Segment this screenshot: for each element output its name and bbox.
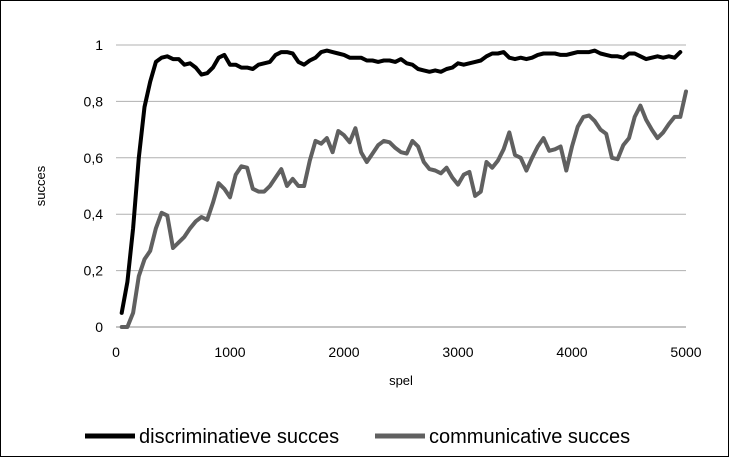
y-tick-label: 0,2 — [84, 263, 104, 279]
legend-label: discriminatieve succes — [139, 426, 339, 448]
legend-label: communicative succes — [429, 426, 630, 448]
y-tick-label: 0,8 — [84, 93, 104, 109]
y-tick-label: 1 — [95, 37, 103, 53]
series-line — [119, 89, 688, 329]
series-line — [119, 48, 683, 315]
x-axis-title: spel — [389, 373, 413, 388]
y-tick-label: 0,6 — [84, 150, 104, 166]
y-tick-label: 0 — [95, 319, 103, 335]
x-tick-label: 4000 — [556, 344, 587, 360]
series-lines — [119, 48, 688, 329]
y-axis-title: succes — [33, 165, 48, 206]
gridlines — [116, 44, 686, 272]
x-tick-labels: 0 1000 2000 3000 4000 5000 — [112, 344, 702, 360]
x-tick-label: 2000 — [328, 344, 359, 360]
x-tick-label: 5000 — [670, 344, 701, 360]
x-tick-label: 0 — [112, 344, 120, 360]
y-tick-labels: 0 0,2 0,4 0,6 0,8 1 — [84, 37, 104, 335]
y-tick-label: 0,4 — [84, 206, 104, 222]
x-tick-label: 1000 — [214, 344, 245, 360]
x-tick-label: 3000 — [442, 344, 473, 360]
legend: discriminatieve succes communicative succ… — [85, 426, 630, 448]
